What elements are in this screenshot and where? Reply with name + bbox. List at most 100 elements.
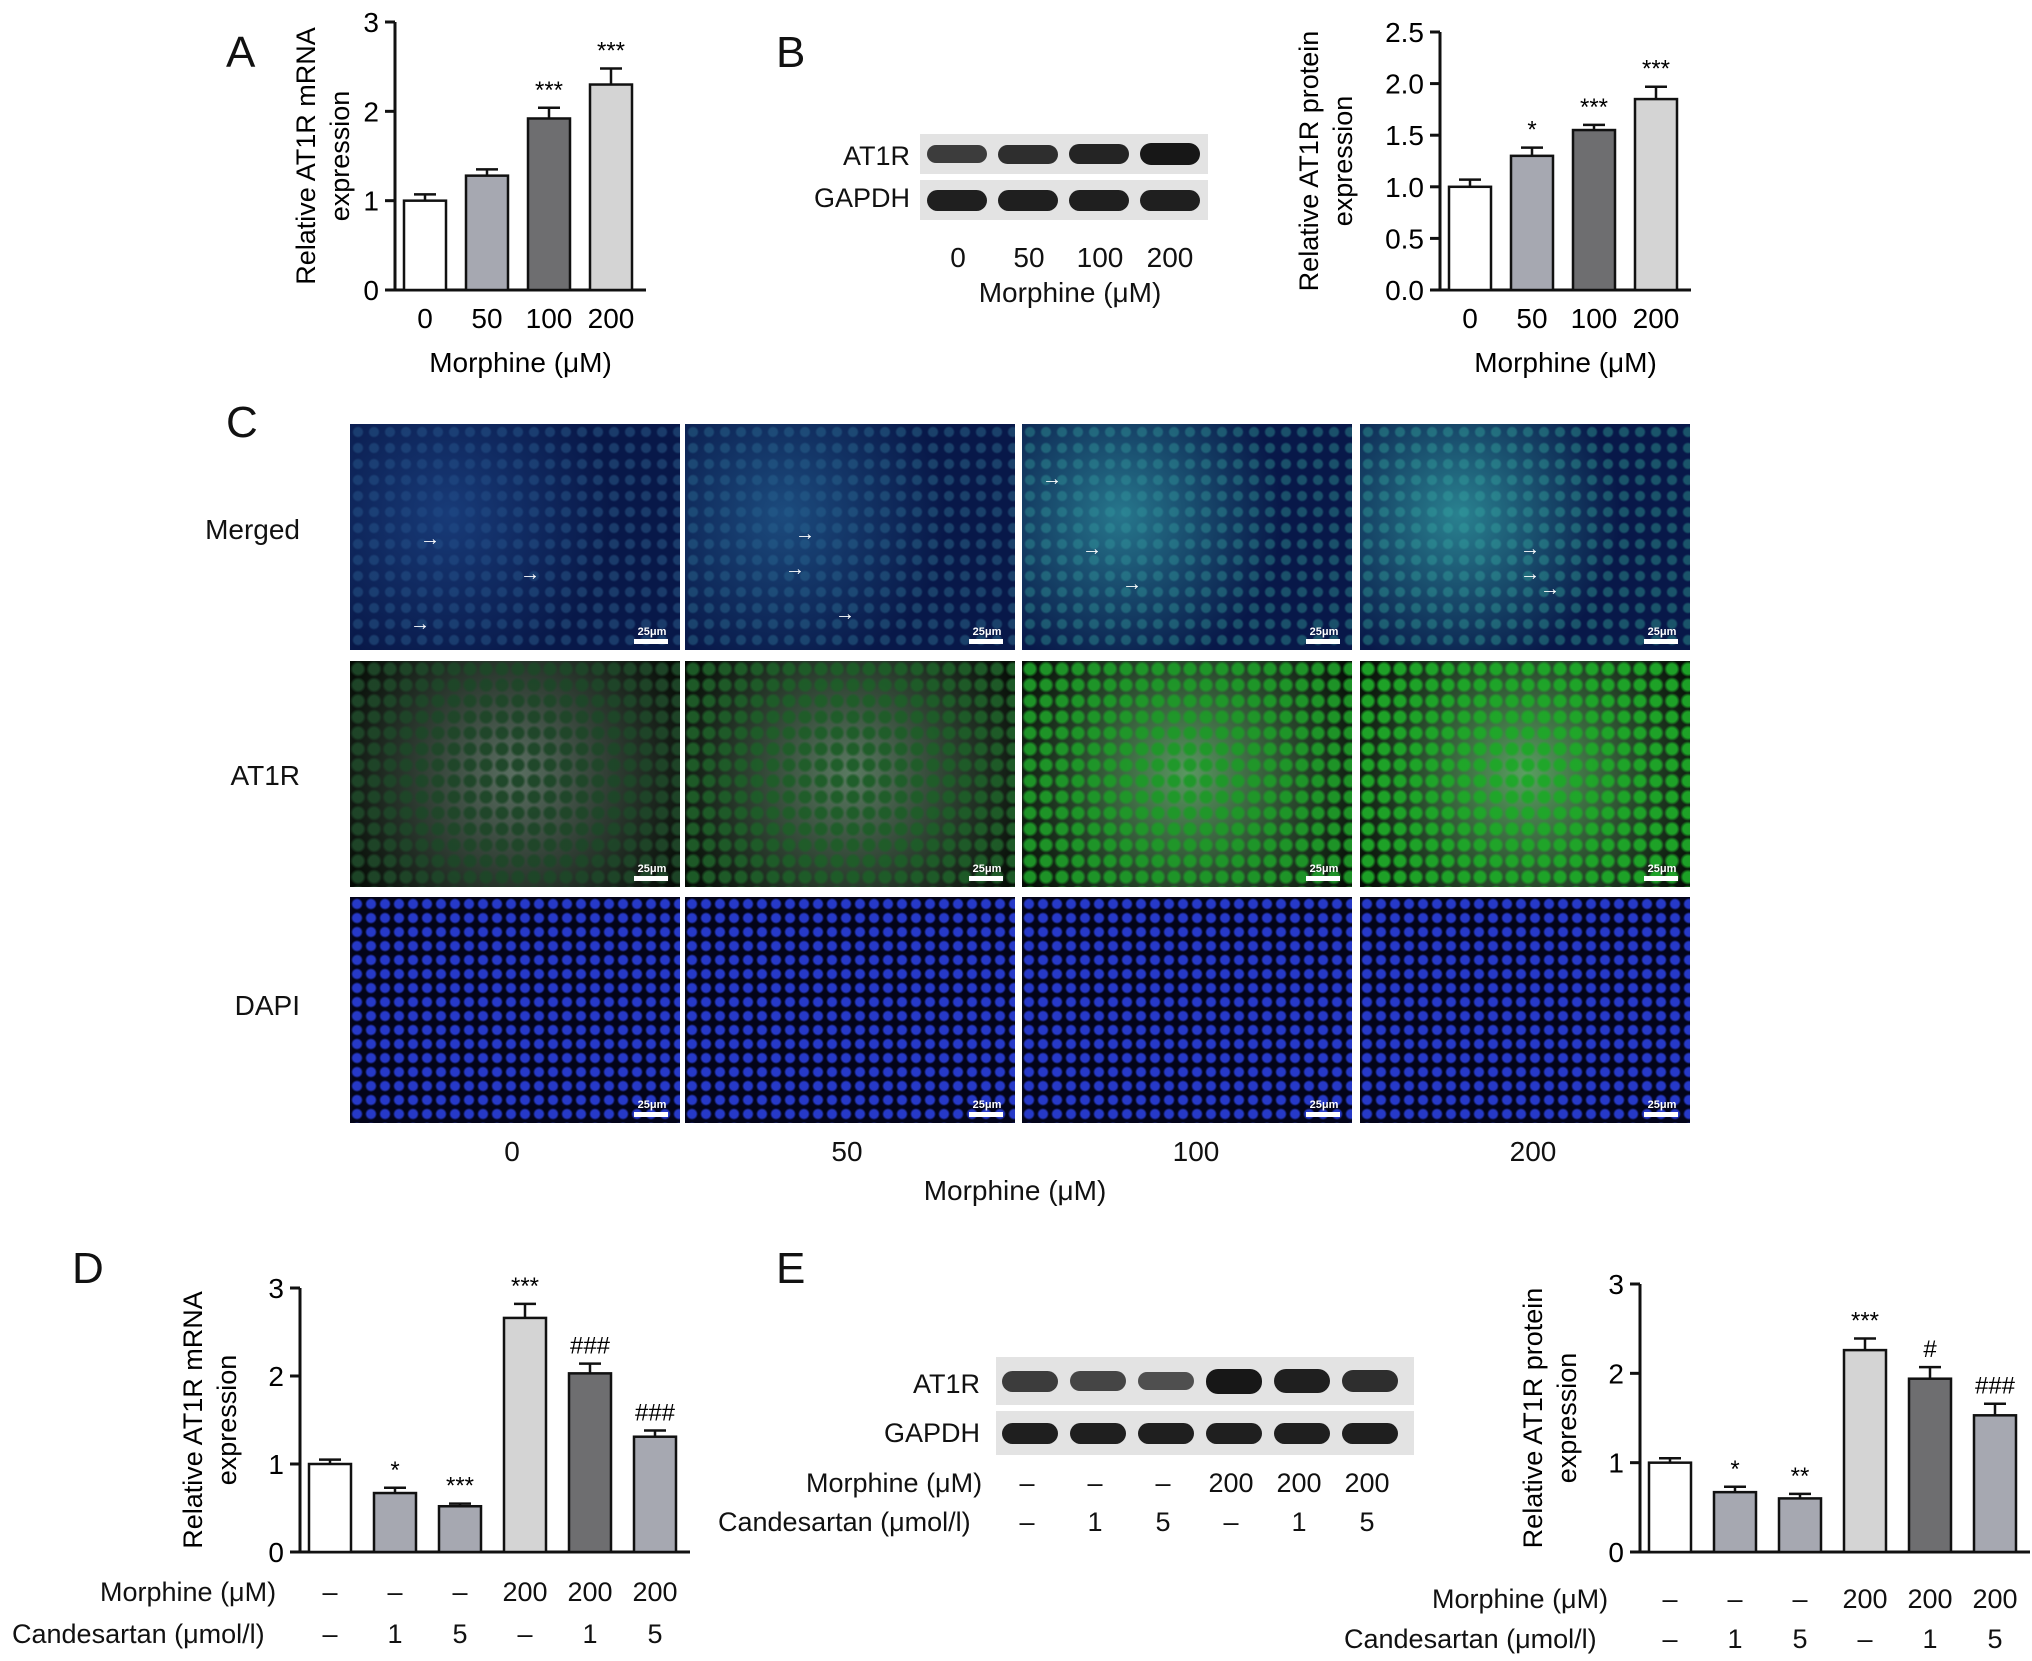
condition-morphine-value: – bbox=[322, 1577, 338, 1607]
blot-b-band-at1r bbox=[1069, 144, 1129, 164]
blot-e-label-gapdh: GAPDH bbox=[883, 1418, 980, 1448]
significance-label: *** bbox=[597, 37, 625, 64]
y-tick-label: 2.5 bbox=[1385, 17, 1424, 48]
arrow-icon: → bbox=[1540, 578, 1560, 600]
blot-b-band-at1r bbox=[927, 145, 987, 163]
micrograph-at1r-100: 25μm bbox=[1022, 661, 1352, 887]
condition-morphine-value: 200 bbox=[1907, 1584, 1953, 1614]
panel-letter-c: C bbox=[226, 398, 258, 447]
significance-label: *** bbox=[1580, 94, 1608, 121]
condition-morphine-value: – bbox=[1662, 1584, 1678, 1614]
y-tick-label: 1.0 bbox=[1385, 172, 1424, 203]
scale-bar-label: 25μm bbox=[637, 1099, 667, 1111]
bar bbox=[1907, 1377, 1953, 1554]
blot-e-band-at1r bbox=[1206, 1368, 1262, 1394]
scale-bar-label: 25μm bbox=[1309, 1099, 1339, 1111]
blot-e-candesartan-value: 5 bbox=[1155, 1507, 1171, 1537]
blot-e-band-at1r bbox=[1274, 1369, 1330, 1393]
y-axis-label: Relative AT1R mRNA bbox=[180, 1291, 208, 1549]
y-tick-label: 2.0 bbox=[1385, 69, 1424, 100]
blot-e-candesartan-value: – bbox=[1223, 1507, 1239, 1537]
bar bbox=[588, 83, 634, 292]
y-axis-label: expression bbox=[1328, 96, 1358, 227]
arrow-icon: → bbox=[835, 603, 855, 625]
micrograph-at1r-50: 25μm bbox=[685, 661, 1015, 887]
blot-e-candesartan-value: 5 bbox=[1359, 1507, 1375, 1537]
blot-b-band-gapdh bbox=[1069, 189, 1129, 211]
bar bbox=[526, 117, 572, 292]
bar bbox=[1647, 1461, 1693, 1554]
x-tick-label: 50 bbox=[471, 303, 502, 334]
y-tick-label: 0 bbox=[1608, 1537, 1624, 1568]
x-axis-label: Morphine (μM) bbox=[429, 347, 612, 378]
y-axis-label: Relative AT1R mRNA bbox=[291, 27, 321, 285]
scale-bar-label: 25μm bbox=[972, 626, 1002, 638]
blot-e-candesartan-value: – bbox=[1019, 1507, 1035, 1537]
y-tick-label: 3 bbox=[1608, 1270, 1624, 1300]
y-tick-label: 1 bbox=[363, 186, 379, 217]
chart-a-mrna-expression: 0 1 2 3 *** *** 0 50 100 200 Morphine (μM) Relative… bbox=[291, 10, 646, 378]
scale-bar-label: 25μm bbox=[1647, 863, 1677, 875]
micro-col-label-50: 50 bbox=[831, 1136, 863, 1167]
y-tick-label: 3 bbox=[363, 10, 379, 38]
y-tick-label: 2 bbox=[363, 96, 379, 127]
micro-col-label-0: 0 bbox=[504, 1136, 520, 1167]
chart-e-candesartan-label: Candesartan (μmol/l) bbox=[1344, 1624, 1597, 1654]
bar bbox=[464, 174, 510, 292]
panel-letter-b: B bbox=[776, 28, 806, 77]
micrograph-merged-200: 25μm → → → bbox=[1360, 424, 1690, 650]
significance-label: * bbox=[1527, 117, 1536, 144]
significance-label: *** bbox=[511, 1273, 539, 1300]
blot-e-band-at1r bbox=[1342, 1370, 1398, 1392]
chart-e-morphine-label: Morphine (μM) bbox=[1432, 1584, 1609, 1614]
arrow-icon: → bbox=[520, 563, 540, 585]
scale-bar-label: 25μm bbox=[1647, 626, 1677, 638]
scale-bar bbox=[634, 876, 668, 881]
condition-candesartan-value: 5 bbox=[647, 1619, 663, 1649]
scale-bar bbox=[634, 1112, 668, 1117]
blot-b-band-at1r bbox=[1140, 143, 1200, 165]
scale-bar-label: 25μm bbox=[972, 863, 1002, 875]
blot-e-candesartan-value: 1 bbox=[1087, 1507, 1103, 1537]
blot-e-morphine-value: – bbox=[1155, 1468, 1171, 1498]
blot-e-band-gapdh bbox=[1138, 1422, 1194, 1444]
y-tick-label: 0.0 bbox=[1385, 275, 1424, 306]
significance-label: *** bbox=[535, 77, 563, 104]
scale-bar bbox=[1306, 1112, 1340, 1117]
condition-morphine-value: – bbox=[387, 1577, 403, 1607]
condition-morphine-value: 200 bbox=[1972, 1584, 2018, 1614]
bar bbox=[1842, 1348, 1888, 1554]
blot-b-lane-0: 0 bbox=[950, 242, 966, 273]
blot-e-band-gapdh bbox=[1274, 1422, 1330, 1444]
micro-row-label-at1r: AT1R bbox=[230, 760, 301, 791]
condition-morphine-value: 200 bbox=[567, 1577, 613, 1607]
condition-candesartan-value: 1 bbox=[1922, 1624, 1938, 1654]
significance-label: ### bbox=[635, 1400, 676, 1427]
condition-candesartan-value: 5 bbox=[1987, 1624, 2003, 1654]
arrow-icon: → bbox=[1520, 538, 1540, 560]
micro-xlabel: Morphine (μM) bbox=[923, 1175, 1107, 1206]
blot-e-morphine-value: – bbox=[1087, 1468, 1103, 1498]
scale-bar bbox=[969, 1112, 1003, 1117]
bar bbox=[502, 1316, 548, 1554]
bar bbox=[1509, 154, 1555, 292]
blot-e-band-gapdh bbox=[1070, 1422, 1126, 1444]
bar bbox=[632, 1435, 678, 1554]
significance-label: *** bbox=[446, 1473, 474, 1500]
x-tick-label: 200 bbox=[588, 303, 635, 334]
micrograph-merged-100: 25μm → → → bbox=[1022, 424, 1352, 650]
significance-label: * bbox=[1730, 1456, 1739, 1483]
bar bbox=[1447, 185, 1493, 292]
panel-letter-e: E bbox=[776, 1244, 806, 1293]
bar bbox=[1712, 1490, 1758, 1554]
condition-morphine-value: 200 bbox=[502, 1577, 548, 1607]
x-tick-label: 50 bbox=[1516, 303, 1547, 334]
y-tick-label: 0 bbox=[363, 275, 379, 306]
scale-bar bbox=[1306, 876, 1340, 881]
arrow-icon: → bbox=[785, 558, 805, 580]
scale-bar-label: 25μm bbox=[1647, 1099, 1677, 1111]
y-axis-label: expression bbox=[212, 1355, 242, 1486]
significance-label: * bbox=[390, 1457, 399, 1484]
blot-b-lane-100: 100 bbox=[1076, 242, 1124, 273]
